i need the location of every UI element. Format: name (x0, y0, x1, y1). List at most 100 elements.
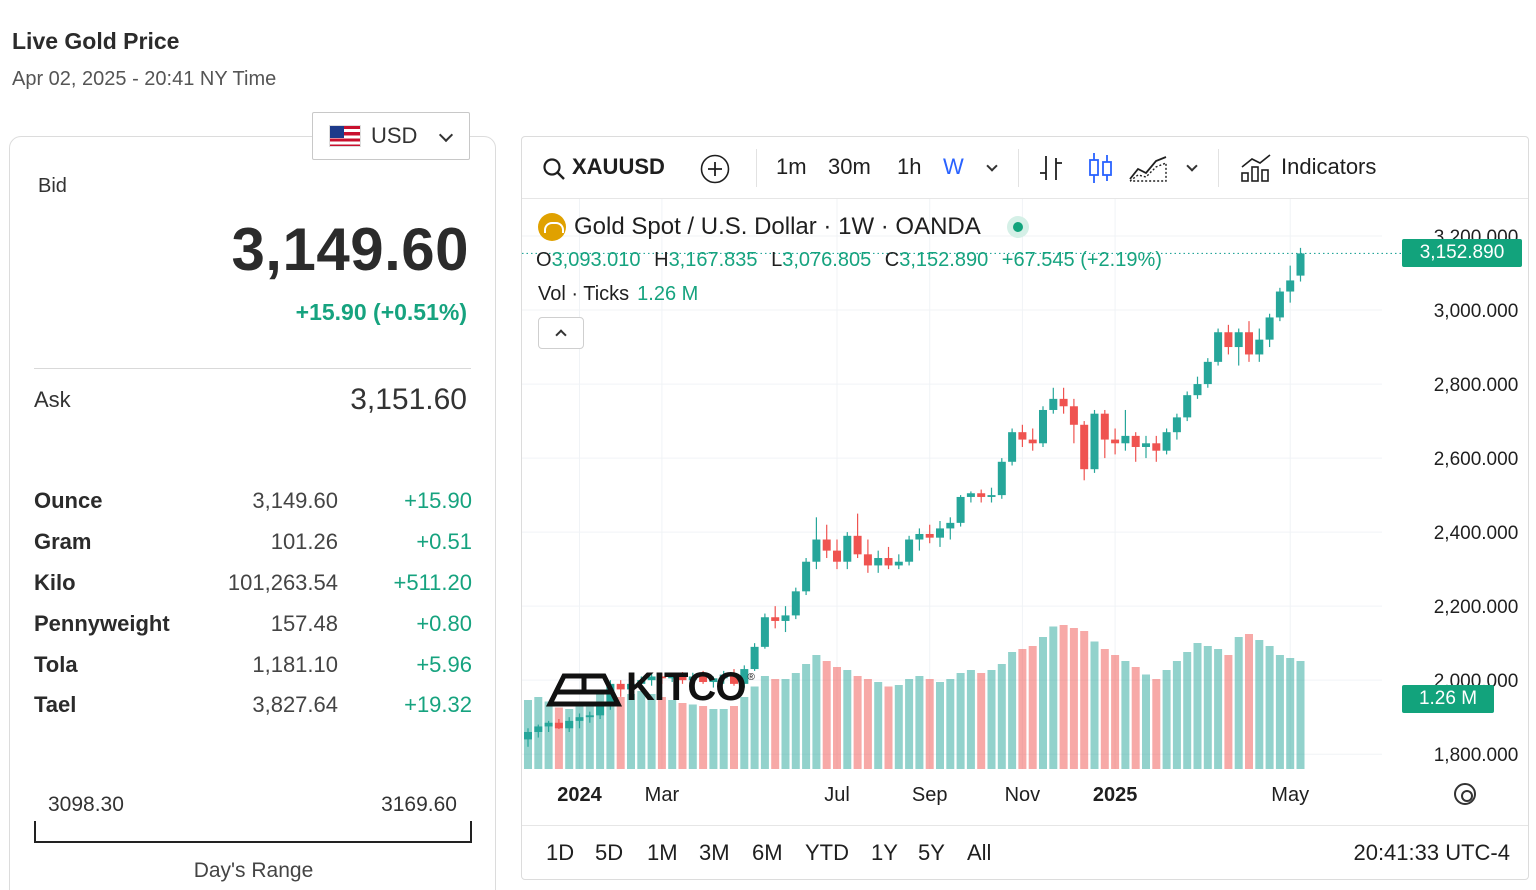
chart-settings-icon[interactable] (1454, 783, 1476, 805)
kitco-wordmark: KITCO (626, 665, 746, 709)
range-ytd[interactable]: YTD (805, 840, 849, 865)
volume-bar (565, 709, 574, 769)
range-3m[interactable]: 3M (699, 840, 730, 865)
candle-body (1069, 406, 1078, 425)
candle-body (997, 461, 1006, 496)
range-5d[interactable]: 5D (595, 840, 624, 865)
candle-body (524, 731, 532, 740)
volume-bar (791, 673, 800, 769)
candle-body (585, 715, 594, 718)
bid-value: 3,149.60 (231, 216, 469, 283)
change-value: +67.545 (+2.19%) (1001, 249, 1162, 271)
day-range-low: 3098.30 (48, 793, 124, 816)
table-row: Tola 1,181.10 +5.96 (34, 644, 472, 685)
chart-legend-title: Gold Spot / U.S. Dollar · 1W · OANDA (538, 213, 1029, 241)
quote-panel: Bid 3,149.60 +15.90 (+0.51%) Ask 3,151.6… (9, 136, 496, 890)
volume-bar (1039, 637, 1047, 769)
x-tick-label: Sep (912, 784, 948, 806)
candle-body (1008, 432, 1017, 462)
volume-bar (1008, 652, 1017, 769)
candle-body (946, 522, 955, 529)
candle-body (843, 535, 852, 562)
volume-bar (740, 697, 749, 769)
volume-bar (1255, 640, 1264, 769)
candle-body (822, 539, 831, 551)
candle-body (730, 674, 738, 684)
candle-body (554, 722, 563, 729)
unit-change: +5.96 (416, 651, 472, 677)
candle-body (833, 550, 841, 562)
volume-bar (1183, 652, 1192, 769)
chevron-down-icon[interactable] (986, 160, 998, 172)
candles-icon[interactable] (1088, 151, 1114, 185)
candle-body (1193, 384, 1202, 396)
volume-bar (699, 706, 708, 769)
range-6m[interactable]: 6M (752, 840, 783, 865)
volume-bar (760, 676, 769, 769)
candle-body (1111, 439, 1120, 444)
candle-body (606, 683, 615, 707)
candle-body (802, 561, 811, 592)
volume-bar (1214, 649, 1223, 769)
candle-body (1265, 317, 1274, 340)
indicators-button[interactable]: Indicators (1281, 154, 1377, 179)
last-price-tag: 3,152.890 (1402, 239, 1522, 268)
range-5y[interactable]: 5Y (918, 840, 945, 865)
bar-chart-icon[interactable] (1038, 153, 1064, 183)
currency-label: USD (371, 123, 418, 148)
toolbar-separator (1018, 149, 1019, 187)
search-icon[interactable] (542, 157, 566, 181)
range-all[interactable]: All (967, 840, 992, 865)
volume-bar (853, 676, 862, 769)
unit-name: Gram (34, 529, 92, 555)
candle-body (781, 615, 790, 621)
volume-bar (802, 664, 811, 769)
candle-body (750, 646, 759, 670)
compare-add-icon[interactable] (700, 154, 730, 184)
currency-select[interactable]: USD (312, 112, 470, 160)
symbol-search[interactable]: XAUUSD (572, 154, 665, 179)
volume-bar (678, 703, 687, 769)
range-1m[interactable]: 1M (647, 840, 678, 865)
timeframe-1h[interactable]: 1h (897, 154, 922, 179)
unit-name: Pennyweight (34, 610, 170, 636)
volume-bar (719, 709, 728, 769)
timeframe-1m[interactable]: 1m (776, 154, 807, 179)
indicators-icon[interactable] (1240, 153, 1272, 183)
toolbar-separator (756, 149, 757, 187)
y-tick-label: 2,800.000 (1434, 375, 1519, 396)
candle-body (966, 493, 975, 497)
ask-value: 3,151.60 (350, 383, 467, 416)
candle-body (905, 539, 914, 562)
candle-body (1080, 424, 1089, 470)
range-1d[interactable]: 1D (546, 840, 575, 865)
candlestick-chart[interactable]: 1,800.0002,000.0002,200.0002,400.0002,60… (522, 199, 1529, 825)
y-tick-label: 2,600.000 (1434, 449, 1519, 470)
collapse-legend-button[interactable] (538, 317, 584, 349)
candle-body (977, 493, 986, 497)
timeframe-30m[interactable]: 30m (828, 154, 871, 179)
volume-bar (1286, 658, 1295, 769)
chevron-down-icon[interactable] (1186, 160, 1198, 172)
volume-bar (730, 706, 738, 769)
candle-body (1131, 435, 1140, 447)
area-chart-icon[interactable] (1128, 153, 1168, 183)
candle-body (863, 554, 872, 566)
candle-body (956, 496, 965, 523)
range-1y[interactable]: 1Y (871, 840, 898, 865)
day-range-label: Day's Range (193, 859, 314, 882)
y-tick-label: 2,400.000 (1434, 523, 1519, 544)
timeframe-w[interactable]: W (943, 154, 964, 179)
chart-toolbar: XAUUSD 1m 30m 1h W (522, 137, 1528, 199)
volume-bar (1090, 641, 1099, 769)
candle-body (709, 678, 718, 683)
volume-bar (627, 694, 635, 769)
candle-body (719, 674, 728, 679)
unit-price: 101,263.54 (227, 569, 338, 595)
us-flag-icon (329, 125, 361, 147)
volume-bar (616, 697, 625, 769)
unit-price: 101.26 (270, 529, 338, 555)
candle-body (596, 706, 605, 716)
table-row: Pennyweight 157.48 +0.80 (34, 603, 472, 644)
volume-bar (1275, 655, 1284, 769)
